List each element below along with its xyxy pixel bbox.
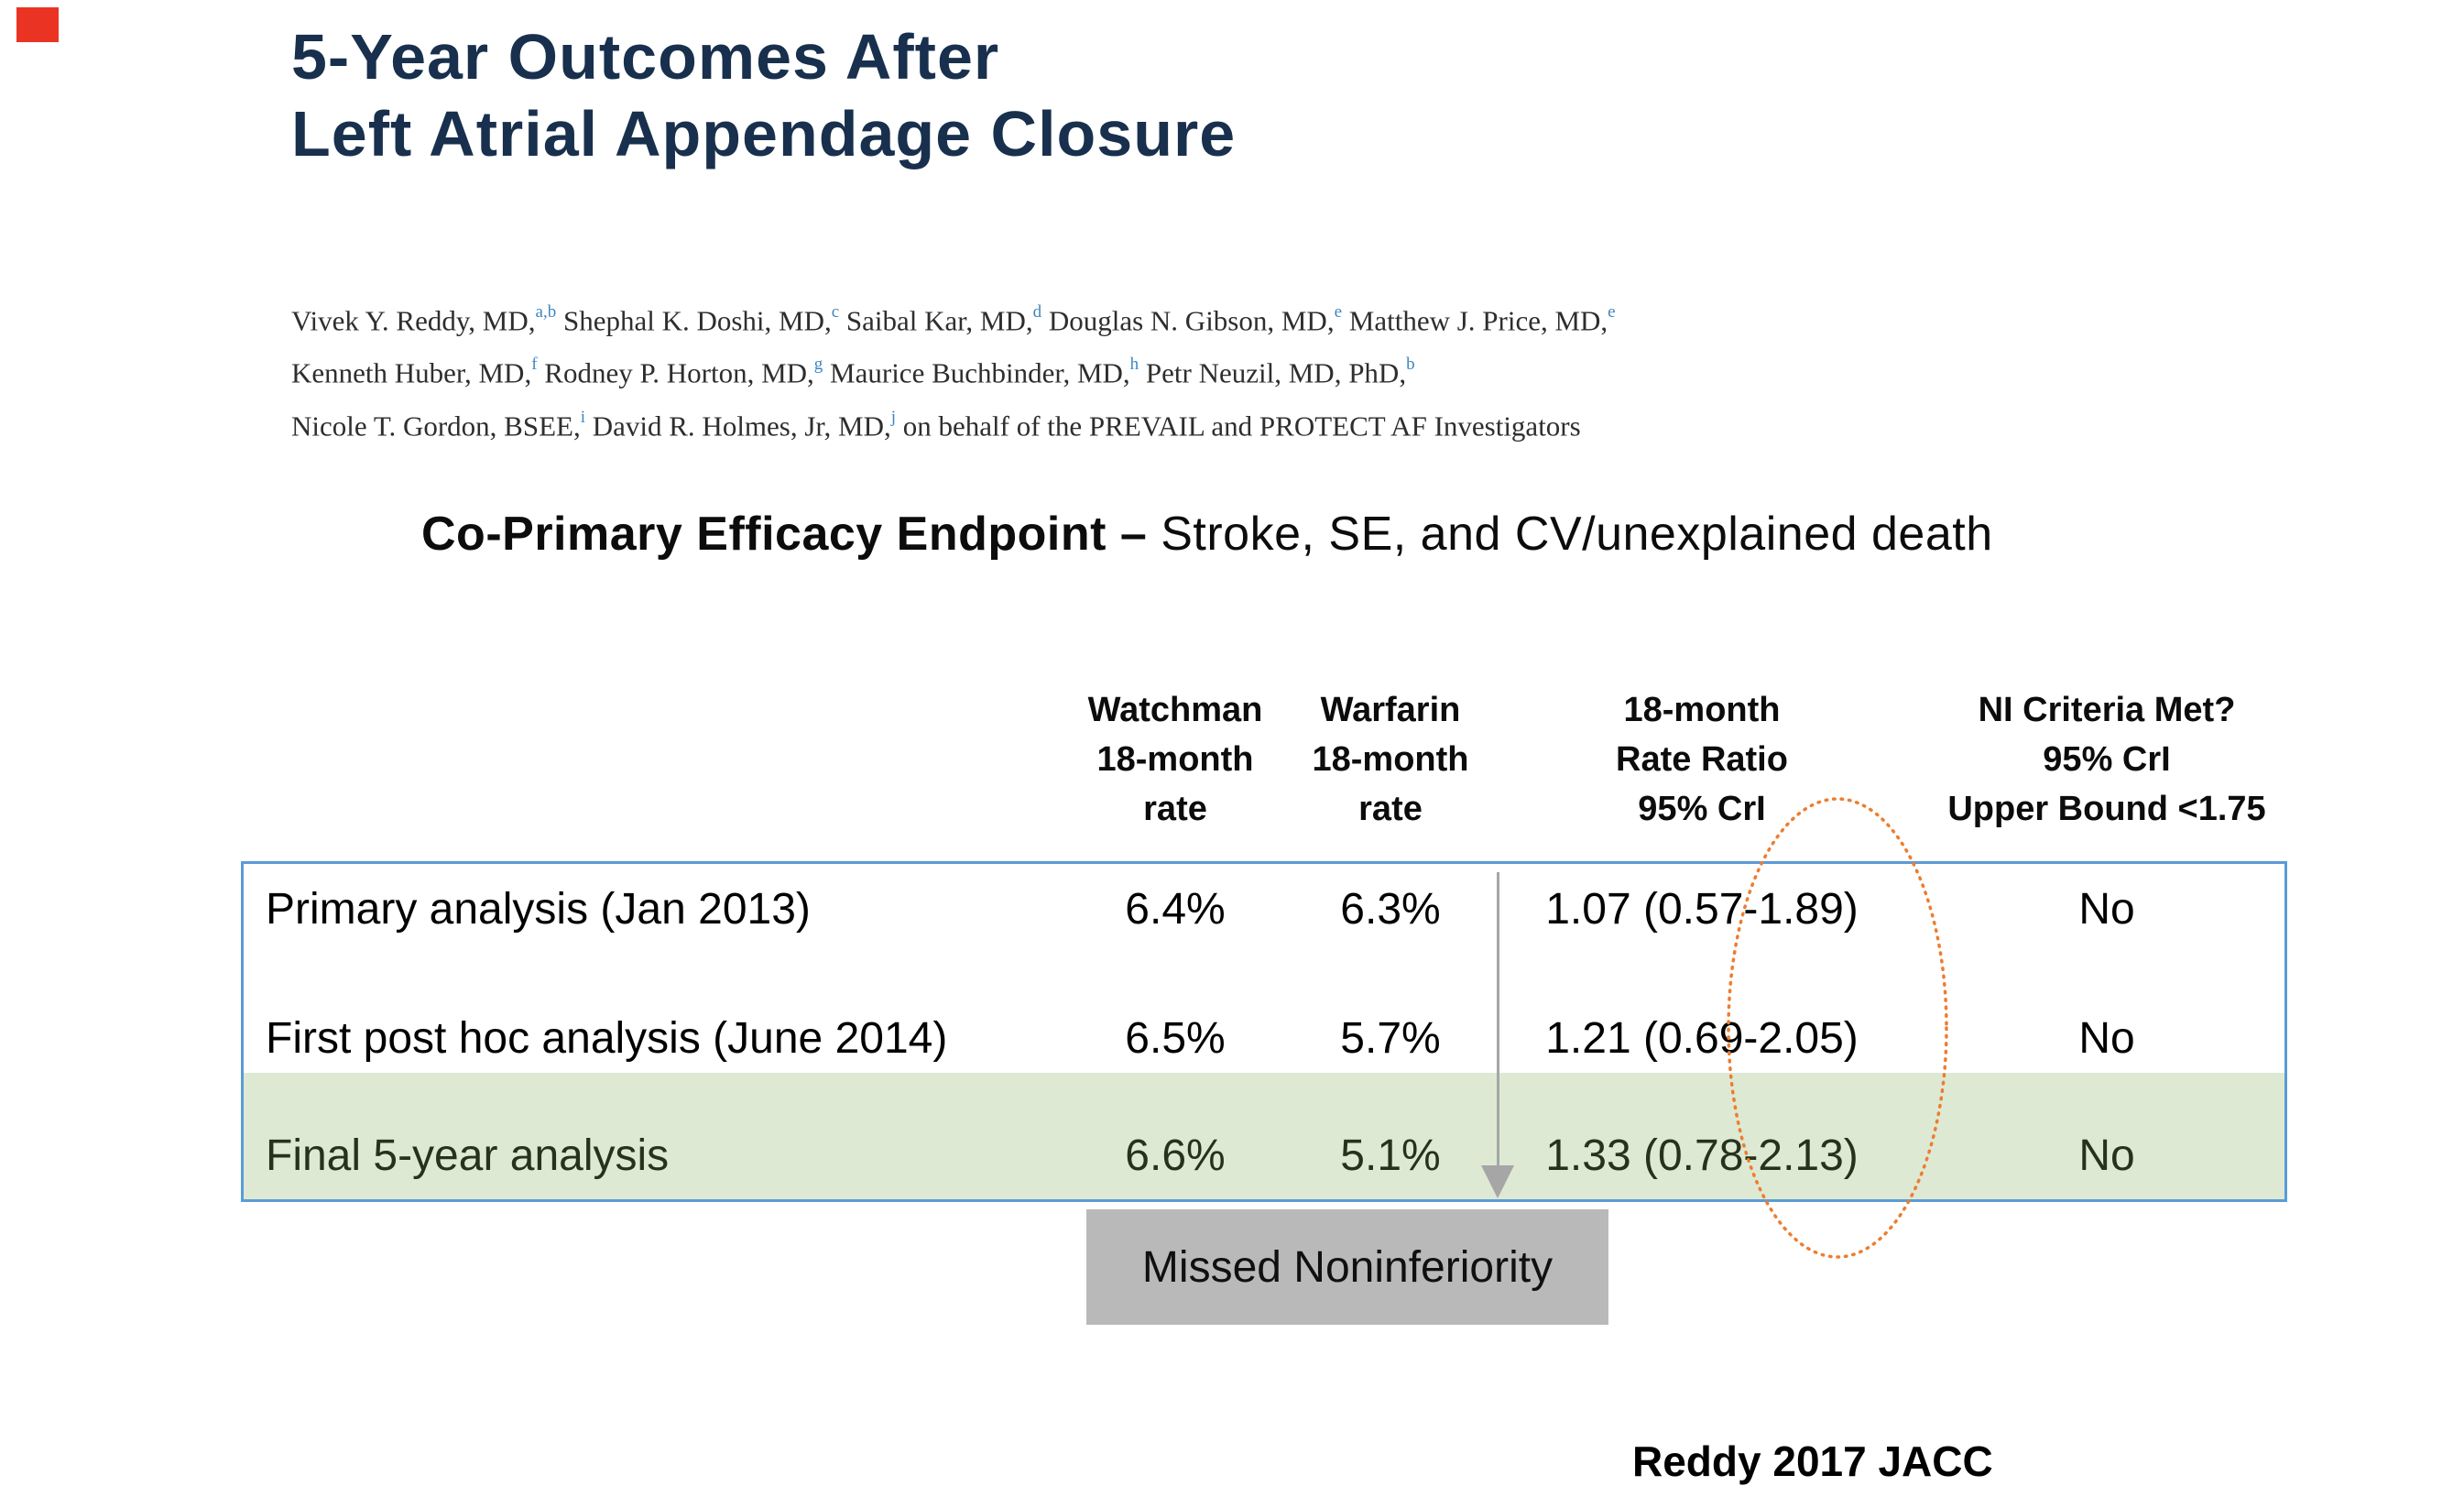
affiliation-superscript: e xyxy=(1334,302,1343,322)
missed-noninferiority-callout: Missed Noninferiority xyxy=(1086,1209,1608,1325)
col-header-text: Rate Ratio xyxy=(1616,740,1788,779)
affiliation-superscript: h xyxy=(1129,355,1139,375)
cell-watchman-rate: 6.4% xyxy=(1125,885,1226,934)
cell-ni-met: No xyxy=(2078,1131,2135,1180)
cell-warfarin-rate: 5.7% xyxy=(1340,1014,1441,1063)
author-name-text: Matthew J. Price, MD, xyxy=(1342,304,1608,337)
col-header-warfarin: Warfarin 18-month rate xyxy=(1230,685,1551,834)
col-header-text: Warfarin xyxy=(1320,691,1461,729)
affiliation-superscript: b xyxy=(1406,355,1415,375)
affiliation-superscript: i xyxy=(580,407,585,427)
missed-noninferiority-label: Missed Noninferiority xyxy=(1141,1242,1554,1292)
paper-title-line2: Left Atrial Appendage Closure xyxy=(291,98,1237,169)
col-header-text: NI Criteria Met? xyxy=(1978,691,2236,729)
author-name-text: on behalf of the PREVAIL and PROTECT AF … xyxy=(896,409,1581,442)
author-name-text: Saibal Kar, MD, xyxy=(839,304,1033,337)
author-name-text: Nicole T. Gordon, BSEE, xyxy=(291,409,581,442)
affiliation-superscript: j xyxy=(890,407,897,427)
citation-text: Reddy 2017 JACC xyxy=(1632,1437,1993,1485)
col-header-text: rate xyxy=(1143,790,1207,828)
affiliation-superscript: c xyxy=(831,302,840,322)
col-header-rate-ratio: 18-month Rate Ratio 95% CrI xyxy=(1500,685,1903,834)
affiliation-superscript: a,b xyxy=(535,302,557,322)
col-header-text: 95% CrI xyxy=(2043,740,2171,779)
author-name-text: Vivek Y. Reddy, MD, xyxy=(291,304,536,337)
cell-watchman-rate: 6.6% xyxy=(1125,1131,1226,1180)
cell-warfarin-rate: 6.3% xyxy=(1340,885,1441,934)
cell-ni-met: No xyxy=(2078,1014,2135,1063)
cell-warfarin-rate: 5.1% xyxy=(1340,1131,1441,1180)
author-name-text: Maurice Buchbinder, MD, xyxy=(823,356,1130,389)
affiliation-superscript: g xyxy=(813,355,823,375)
down-arrow-head xyxy=(1481,1165,1514,1198)
affiliation-superscript: e xyxy=(1608,302,1616,322)
cell-rate-ratio: 1.21 (0.69-2.05) xyxy=(1545,1014,1859,1063)
author-name-text: Douglas N. Gibson, MD, xyxy=(1041,304,1335,337)
section-heading-rest: Stroke, SE, and CV/unexplained death xyxy=(1161,508,1993,561)
row-label: Final 5-year analysis xyxy=(266,1131,670,1180)
affiliation-superscript: d xyxy=(1032,302,1042,322)
row-label: First post hoc analysis (June 2014) xyxy=(266,1014,948,1063)
section-heading: Co-Primary Efficacy Endpoint – Stroke, S… xyxy=(421,506,2253,563)
author-name-text: David R. Holmes, Jr, MD, xyxy=(585,409,891,442)
col-header-text: 18-month xyxy=(1096,740,1254,779)
down-arrow-line xyxy=(1497,872,1499,1167)
cell-rate-ratio: 1.33 (0.78-2.13) xyxy=(1545,1131,1859,1180)
author-name-text: Rodney P. Horton, MD, xyxy=(537,356,814,389)
paper-title: 5-Year Outcomes After Left Atrial Append… xyxy=(291,18,1574,172)
col-header-text: 18-month xyxy=(1312,740,1469,779)
author-line: Nicole T. Gordon, BSEE,i David R. Holmes… xyxy=(291,397,1848,449)
col-header-text: 18-month xyxy=(1623,691,1781,729)
author-name-text: Petr Neuzil, MD, PhD, xyxy=(1139,356,1407,389)
col-header-text: 95% CrI xyxy=(1638,790,1766,828)
col-header-text: Watchman xyxy=(1087,691,1263,729)
cell-rate-ratio: 1.07 (0.57-1.89) xyxy=(1545,885,1859,934)
red-corner-mark xyxy=(16,7,59,42)
section-heading-bold: Co-Primary Efficacy Endpoint – xyxy=(421,508,1161,561)
author-list: Vivek Y. Reddy, MD,a,b Shephal K. Doshi,… xyxy=(291,291,1848,449)
author-line: Vivek Y. Reddy, MD,a,b Shephal K. Doshi,… xyxy=(291,291,1848,344)
row-label: Primary analysis (Jan 2013) xyxy=(266,885,811,934)
author-line: Kenneth Huber, MD,f Rodney P. Horton, MD… xyxy=(291,344,1848,396)
cell-ni-met: No xyxy=(2078,885,2135,934)
col-header-watchman: Watchman 18-month rate xyxy=(1015,685,1336,834)
affiliation-superscript: f xyxy=(531,355,538,375)
cell-watchman-rate: 6.5% xyxy=(1125,1014,1226,1063)
col-header-text: Upper Bound <1.75 xyxy=(1947,790,2266,828)
col-header-text: rate xyxy=(1358,790,1423,828)
paper-title-line1: 5-Year Outcomes After xyxy=(291,21,1000,93)
author-name-text: Shephal K. Doshi, MD, xyxy=(556,304,832,337)
col-header-ni-criteria: NI Criteria Met? 95% CrI Upper Bound <1.… xyxy=(1905,685,2308,834)
author-name-text: Kenneth Huber, MD, xyxy=(291,356,532,389)
